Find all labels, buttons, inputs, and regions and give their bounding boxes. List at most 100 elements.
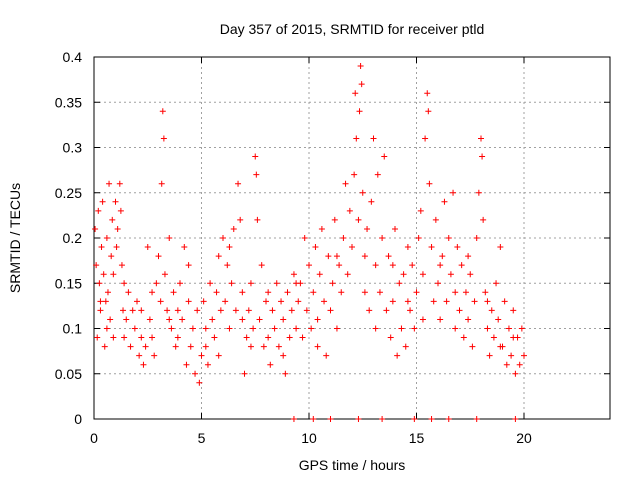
- data-point: [166, 316, 173, 323]
- data-point: [239, 316, 246, 323]
- data-point: [230, 225, 237, 232]
- data-point: [103, 325, 110, 332]
- data-point: [318, 225, 325, 232]
- x-tick-label: 5: [198, 430, 206, 446]
- data-point: [351, 171, 358, 178]
- x-tick-label: 0: [90, 430, 98, 446]
- data-point: [344, 271, 351, 278]
- data-point: [432, 216, 439, 223]
- data-point: [428, 244, 435, 251]
- data-point: [516, 361, 523, 368]
- data-point: [95, 207, 102, 214]
- data-point: [518, 325, 525, 332]
- data-point: [503, 361, 510, 368]
- data-point: [198, 352, 205, 359]
- data-point: [372, 262, 379, 269]
- data-point: [104, 289, 111, 296]
- data-point: [479, 153, 486, 160]
- data-point: [280, 352, 287, 359]
- y-tick-label: 0.35: [55, 94, 82, 110]
- data-point: [243, 334, 250, 341]
- data-point: [473, 416, 480, 422]
- data-point: [134, 298, 140, 305]
- data-point: [400, 271, 407, 278]
- data-point: [97, 298, 104, 305]
- data-point: [419, 316, 426, 323]
- data-point: [505, 325, 512, 332]
- y-tick-label: 0.2: [63, 230, 83, 246]
- data-point: [370, 135, 377, 142]
- data-point: [473, 235, 480, 241]
- data-point: [333, 253, 340, 260]
- data-point: [323, 352, 330, 359]
- data-point: [293, 325, 300, 332]
- data-point: [239, 289, 246, 296]
- data-point: [482, 289, 489, 296]
- data-point: [316, 271, 323, 278]
- data-point: [160, 135, 167, 142]
- data-point: [217, 307, 224, 314]
- data-point: [361, 253, 368, 260]
- data-point: [120, 307, 127, 314]
- data-point: [149, 334, 156, 341]
- data-point: [352, 90, 359, 97]
- y-axis-label: SRMTID / TECUs: [7, 183, 23, 293]
- data-point: [125, 289, 132, 296]
- data-point: [282, 370, 289, 377]
- data-point: [232, 307, 239, 314]
- data-point: [252, 153, 259, 160]
- data-point: [247, 280, 254, 287]
- data-point: [325, 253, 332, 260]
- data-point: [486, 352, 493, 359]
- data-point: [183, 361, 190, 368]
- data-point: [338, 289, 345, 296]
- data-point: [98, 244, 105, 251]
- data-point: [222, 298, 229, 305]
- data-point: [458, 262, 465, 269]
- data-point: [237, 216, 244, 223]
- axis-ticks: 0 0.05 0.1 0.15 0.2 0.25 0.3 0.35 0.4 0 5 10 15 20: [55, 49, 610, 446]
- data-point: [471, 298, 478, 305]
- data-point: [226, 244, 233, 251]
- data-point: [497, 244, 504, 251]
- data-point: [103, 235, 110, 241]
- data-point: [258, 262, 265, 269]
- data-point: [353, 135, 360, 142]
- data-point: [364, 225, 371, 232]
- data-point: [213, 289, 220, 296]
- data-point: [235, 180, 242, 187]
- data-point: [389, 262, 396, 269]
- data-point: [161, 271, 168, 278]
- data-point: [308, 325, 315, 332]
- data-point: [116, 180, 123, 187]
- data-point: [342, 180, 349, 187]
- data-point: [356, 108, 363, 115]
- data-point: [204, 361, 211, 368]
- data-point: [355, 216, 362, 223]
- data-point: [110, 334, 117, 341]
- data-point: [379, 416, 386, 422]
- data-point: [185, 262, 192, 269]
- data-point: [284, 289, 291, 296]
- data-point: [445, 235, 452, 241]
- data-point: [452, 325, 459, 332]
- data-point: [110, 271, 117, 278]
- data-point: [118, 262, 125, 269]
- data-point: [275, 343, 282, 350]
- data-point: [346, 207, 353, 214]
- data-point: [310, 289, 317, 296]
- data-point: [109, 216, 116, 223]
- data-point: [425, 108, 432, 115]
- data-point: [411, 416, 418, 422]
- data-point: [372, 325, 379, 332]
- data-point: [273, 280, 280, 287]
- data-point: [368, 198, 375, 205]
- data-point: [510, 307, 517, 314]
- data-point: [177, 280, 183, 287]
- data-point: [379, 235, 386, 241]
- data-point: [314, 316, 321, 323]
- data-point: [437, 262, 444, 269]
- data-point: [447, 271, 454, 278]
- data-point: [419, 271, 426, 278]
- y-tick-label: 0.25: [55, 185, 82, 201]
